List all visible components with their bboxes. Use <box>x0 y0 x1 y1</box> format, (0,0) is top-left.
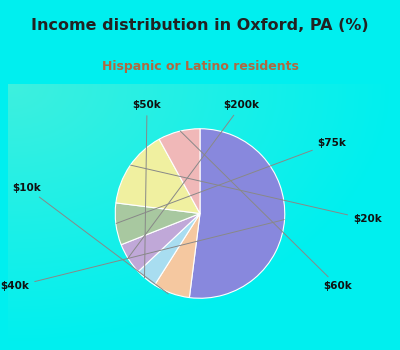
Text: Income distribution in Oxford, PA (%): Income distribution in Oxford, PA (%) <box>31 19 369 34</box>
Text: $75k: $75k <box>116 138 347 223</box>
Wedge shape <box>138 214 200 285</box>
Wedge shape <box>115 203 200 245</box>
Text: $20k: $20k <box>131 165 382 224</box>
Text: $40k: $40k <box>0 220 284 292</box>
Wedge shape <box>189 129 285 298</box>
Wedge shape <box>121 214 200 272</box>
Text: $10k: $10k <box>12 183 168 294</box>
Text: $60k: $60k <box>180 131 352 292</box>
Wedge shape <box>154 214 200 298</box>
Wedge shape <box>116 139 200 214</box>
Text: $50k: $50k <box>133 100 161 278</box>
Text: Hispanic or Latino residents: Hispanic or Latino residents <box>102 61 298 74</box>
Text: $200k: $200k <box>128 100 259 258</box>
Wedge shape <box>159 129 200 214</box>
